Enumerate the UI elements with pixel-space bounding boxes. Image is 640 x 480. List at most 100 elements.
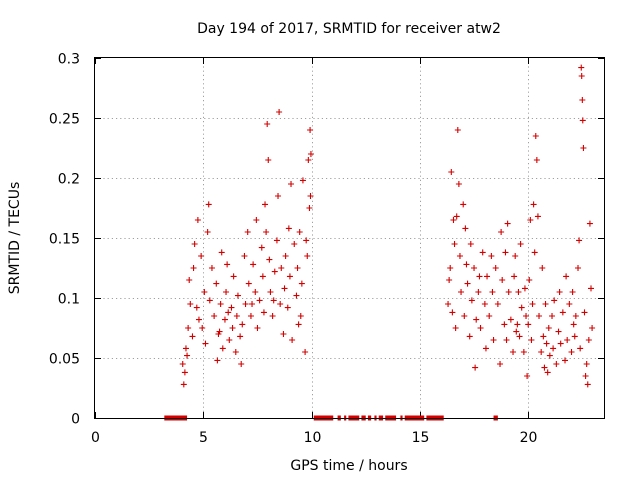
data-point: [458, 289, 465, 295]
data-point: [201, 289, 208, 295]
data-point: [544, 369, 551, 376]
data-point: [213, 280, 220, 287]
y-tick-label: 0.3: [58, 52, 80, 68]
data-point: [238, 361, 245, 367]
data-point: [476, 273, 483, 280]
data-point: [455, 181, 462, 187]
data-point: [190, 265, 197, 271]
data-point: [588, 285, 595, 292]
data-point: [553, 361, 560, 367]
data-point: [199, 325, 206, 331]
data-point: [206, 297, 213, 304]
y-tick-label: 0.1: [58, 292, 80, 308]
data-point: [305, 157, 312, 163]
data-point: [226, 337, 233, 343]
data-point: [472, 364, 479, 371]
data-point: [557, 340, 564, 347]
data-point: [572, 313, 579, 319]
data-point: [532, 133, 539, 139]
data-point: [570, 321, 577, 328]
data-point: [562, 357, 569, 364]
data-point: [534, 213, 541, 220]
data-point: [482, 345, 489, 352]
data-point: [294, 265, 301, 271]
data-point: [453, 213, 460, 220]
data-point: [473, 316, 480, 323]
data-point: [498, 229, 505, 235]
data-point: [546, 352, 553, 359]
data-point: [280, 331, 287, 337]
data-point: [295, 321, 302, 328]
data-point: [247, 313, 254, 319]
data-point: [541, 364, 548, 371]
data-point: [291, 241, 298, 247]
data-point: [536, 313, 543, 319]
data-point: [256, 297, 263, 304]
data-point: [234, 292, 241, 299]
x-tick-label: 10: [304, 430, 322, 446]
data-point: [288, 181, 295, 187]
data-point: [521, 285, 528, 292]
data-point: [232, 349, 239, 355]
data-point: [525, 321, 532, 328]
data-point: [179, 361, 186, 367]
data-point: [575, 265, 582, 271]
data-point: [481, 301, 488, 307]
data-point: [464, 280, 471, 287]
x-tick-label: 5: [199, 430, 208, 446]
data-point: [477, 325, 484, 331]
data-point: [225, 309, 232, 316]
data-point: [520, 349, 527, 355]
grid-lines: [95, 58, 604, 418]
data-point: [223, 289, 230, 295]
data-point: [466, 333, 473, 340]
data-point: [278, 265, 285, 271]
data-point: [275, 193, 282, 199]
data-point: [298, 280, 305, 287]
data-point: [270, 297, 277, 304]
data-point: [204, 229, 211, 235]
data-point: [448, 169, 455, 175]
data-point: [569, 289, 576, 295]
data-point: [181, 369, 188, 376]
data-point: [180, 381, 187, 388]
data-point: [265, 157, 272, 163]
data-point: [528, 337, 535, 343]
data-point: [515, 289, 522, 295]
y-axis-label: SRMTID / TECUs: [7, 182, 23, 295]
data-point: [589, 325, 596, 331]
data-point: [540, 333, 547, 340]
data-point: [514, 321, 521, 328]
data-point: [276, 109, 283, 115]
data-point: [531, 249, 538, 256]
data-point: [184, 352, 191, 359]
data-point: [516, 333, 523, 340]
y-tick-label: 0.25: [49, 112, 80, 128]
data-point: [578, 64, 585, 71]
data-point: [297, 313, 304, 319]
data-point: [239, 321, 246, 328]
data-point: [445, 301, 452, 307]
data-point: [512, 253, 519, 259]
data-point: [501, 321, 508, 328]
data-point: [563, 273, 570, 280]
data-point: [462, 225, 469, 232]
data-point: [262, 201, 269, 208]
data-point: [583, 361, 590, 367]
data-point: [285, 225, 292, 232]
data-point: [211, 313, 218, 319]
data-point: [228, 304, 235, 311]
data-point: [449, 309, 456, 316]
data-point: [259, 273, 266, 280]
data-point: [306, 205, 313, 211]
data-point: [233, 313, 240, 319]
data-point: [253, 217, 260, 223]
data-point: [303, 237, 310, 244]
data-point: [463, 261, 470, 268]
data-point: [189, 333, 196, 340]
data-point: [579, 97, 586, 103]
data-point: [494, 301, 501, 307]
data-point: [497, 361, 504, 367]
data-point: [486, 313, 493, 319]
data-point: [511, 273, 518, 280]
